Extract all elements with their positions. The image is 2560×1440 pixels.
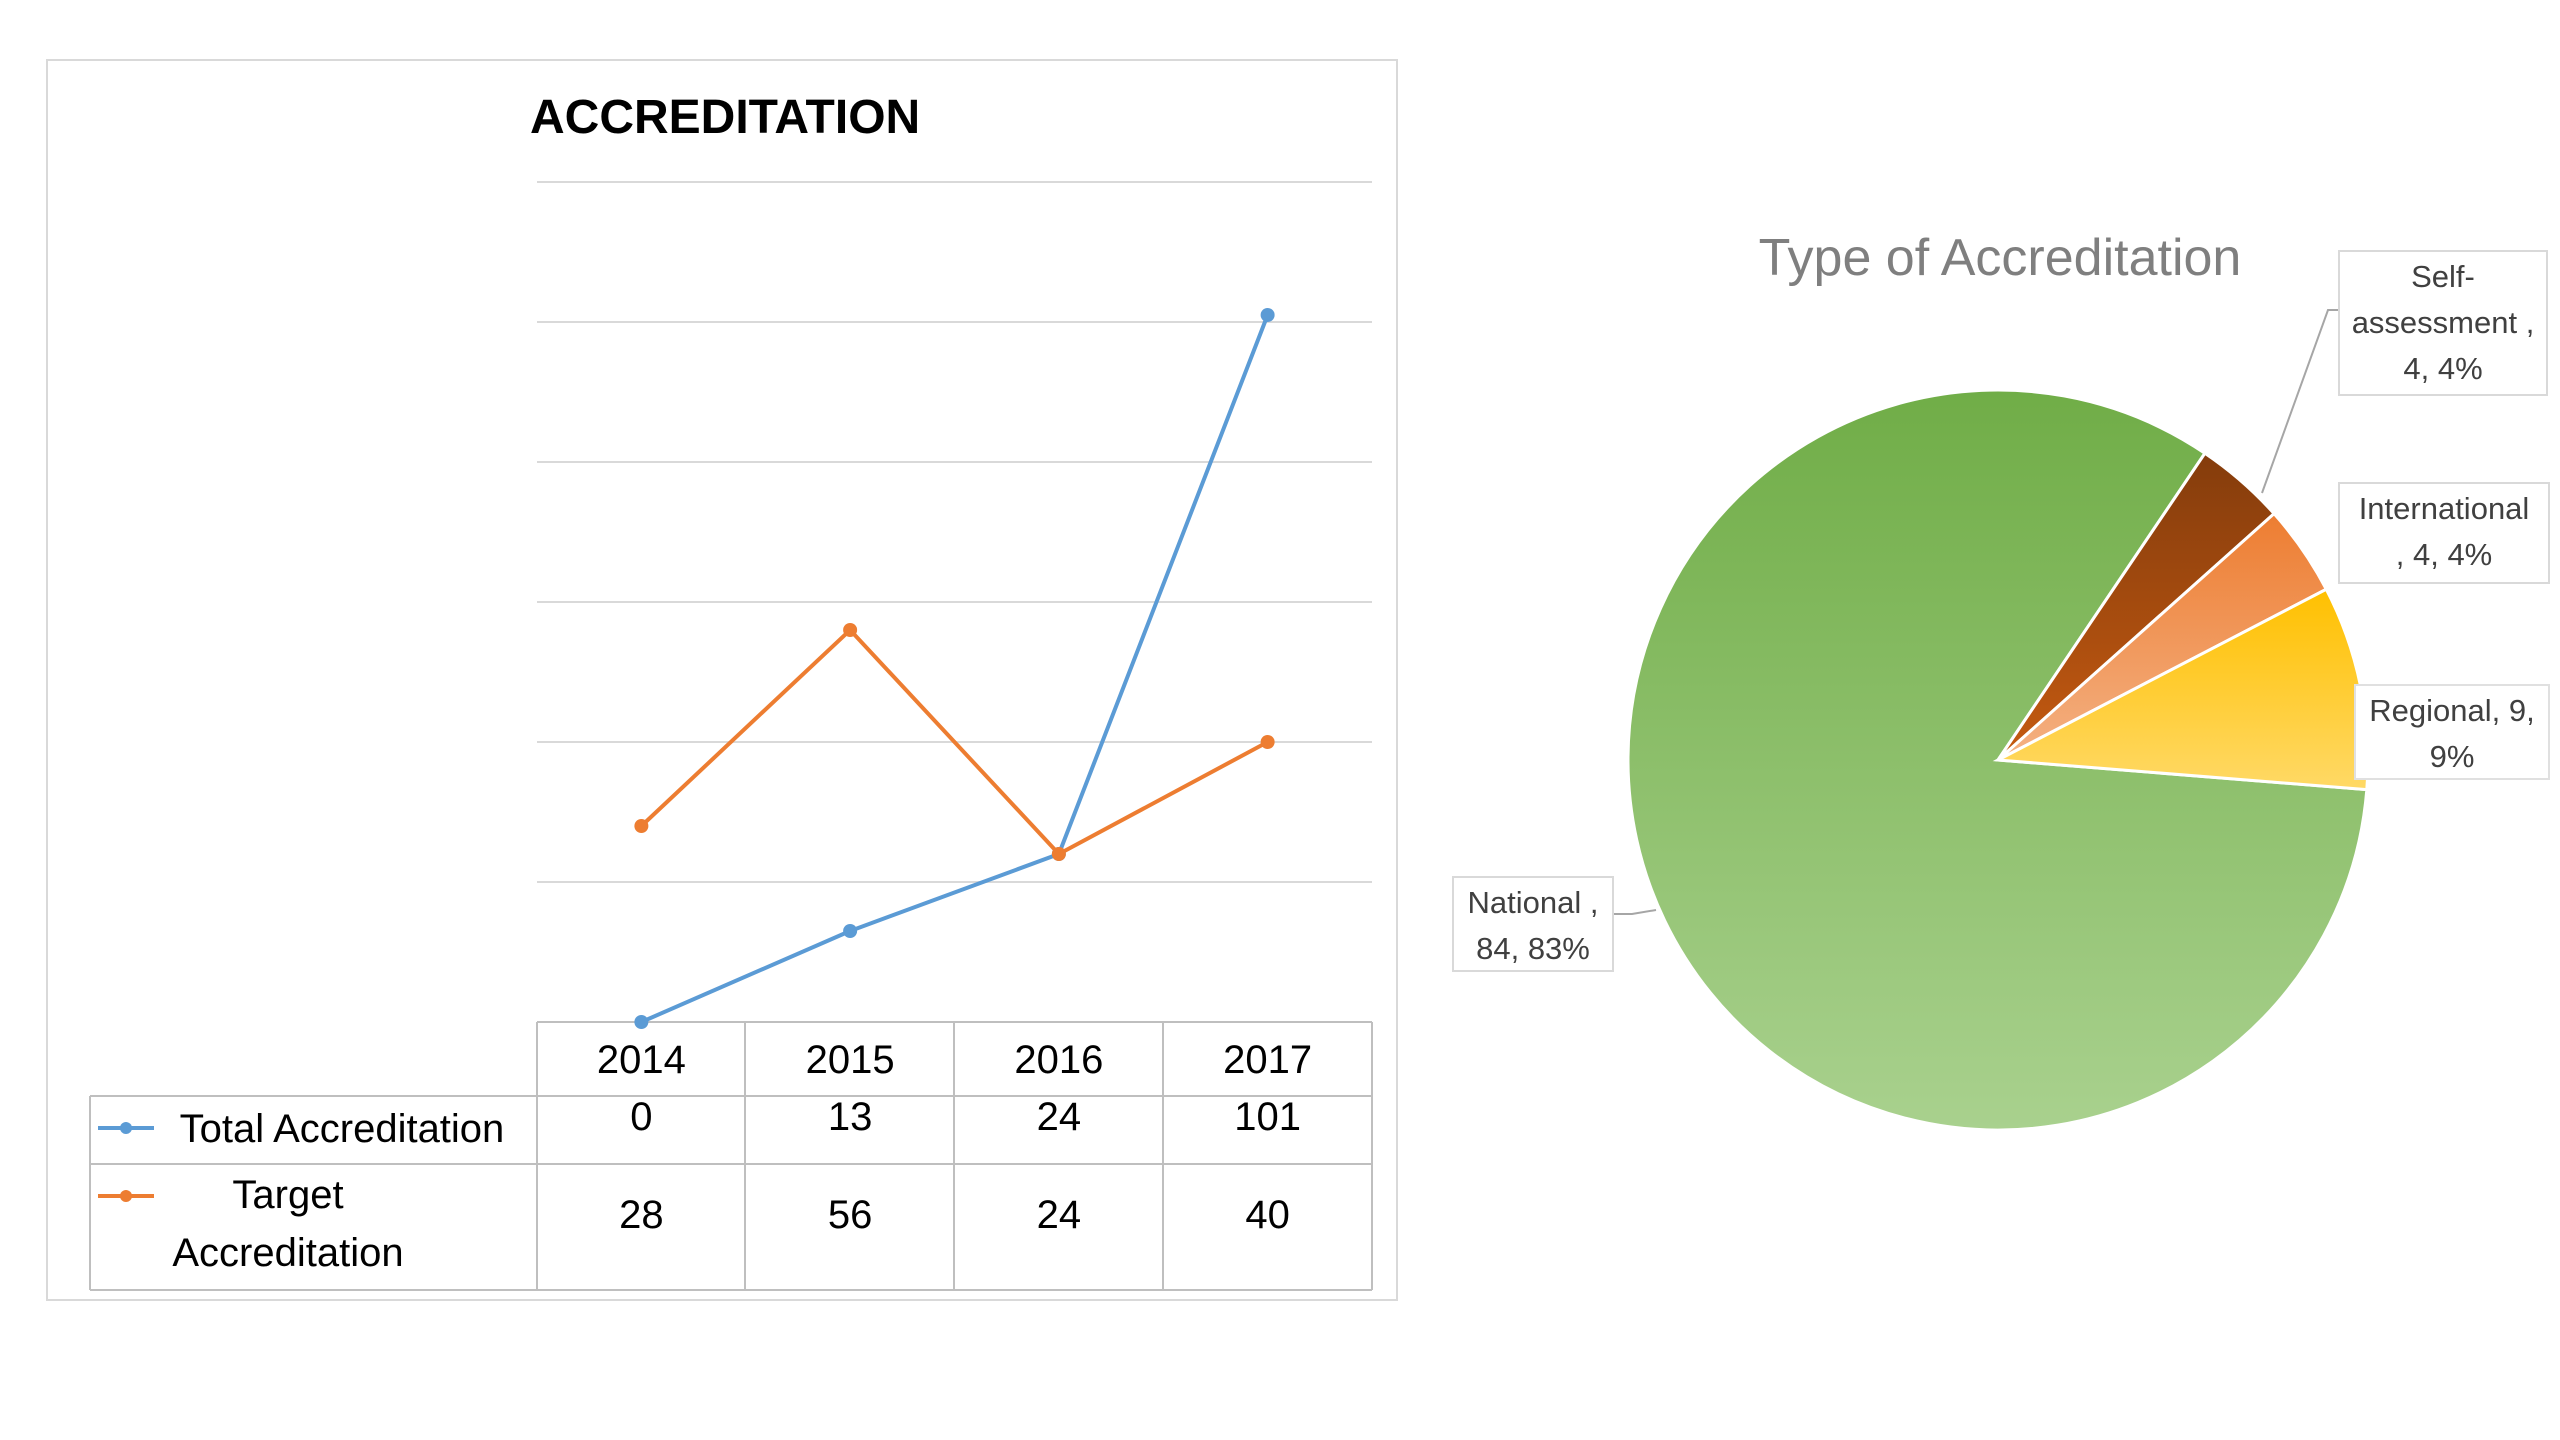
x-tick-label: 2016 <box>1014 1038 1103 1082</box>
series-line <box>640 314 1270 1024</box>
pie-label-regional: Regional, 9, 9% <box>2354 684 2550 780</box>
series-legend: Total Accreditation Target Accreditation <box>98 1107 504 1275</box>
x-tick-label: 2017 <box>1223 1038 1312 1082</box>
pie-label-self-assessment: Self- assessment , 4, 4% <box>2338 250 2548 396</box>
series-lines <box>634 308 1275 1029</box>
data-point <box>1260 308 1275 322</box>
data-point <box>634 1015 649 1029</box>
table-cell-value: 56 <box>828 1193 873 1237</box>
pie-leader-lines <box>1614 309 2340 915</box>
data-point <box>843 623 858 637</box>
x-tick-label: 2015 <box>806 1038 895 1082</box>
legend-label: Total Accreditation <box>180 1107 505 1151</box>
table-cell-value: 0 <box>630 1095 652 1139</box>
data-point <box>634 819 649 833</box>
x-tick-labels: 2014 2015 2016 2017 <box>597 1038 1312 1082</box>
table-cell-value: 13 <box>828 1095 873 1139</box>
data-point <box>1051 847 1066 861</box>
line-chart-frame <box>46 59 1398 1301</box>
series-line <box>640 628 1269 856</box>
data-table <box>89 1021 1373 1291</box>
table-values: 0 13 24 101 28 56 24 40 <box>619 1095 1301 1237</box>
data-point <box>1260 735 1275 749</box>
table-cell-value: 24 <box>1037 1095 1082 1139</box>
pie-label-international: International , 4, 4% <box>2338 482 2550 584</box>
line-chart-title: ACCREDITATION <box>530 91 921 144</box>
legend-marker-dot <box>120 1122 132 1134</box>
data-point <box>843 924 858 938</box>
table-cell-value: 40 <box>1245 1193 1290 1237</box>
legend-label: Target Accreditation <box>172 1173 403 1275</box>
table-cell-value: 28 <box>619 1193 664 1237</box>
pie-chart-title: Type of Accreditation <box>1758 229 2242 287</box>
table-cell-value: 101 <box>1234 1095 1301 1139</box>
table-cell-value: 24 <box>1037 1193 1082 1237</box>
x-tick-label: 2014 <box>597 1038 686 1082</box>
pie-label-national: National , 84, 83% <box>1452 876 1614 972</box>
pie-slices <box>1626 388 2370 1132</box>
legend-marker-dot <box>120 1190 132 1202</box>
line-chart-gridlines <box>537 181 1372 883</box>
